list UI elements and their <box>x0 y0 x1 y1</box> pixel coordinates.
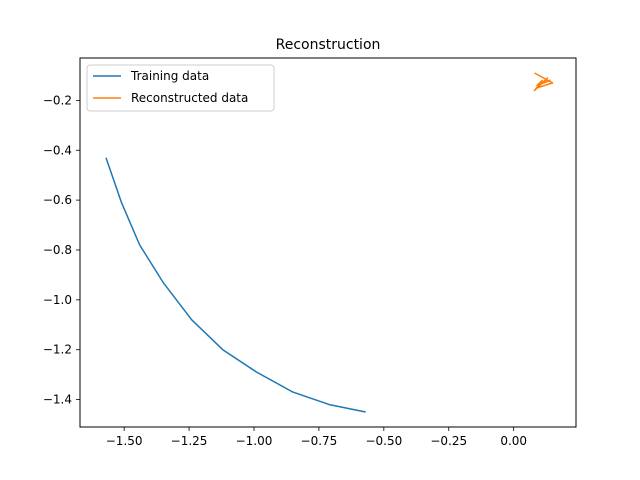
legend-label-training: Training data <box>130 69 209 83</box>
plot-area <box>105 72 554 413</box>
series-line-training <box>105 157 366 413</box>
x-axis: −1.50 −1.25 −1.00 −0.75 −0.50 −0.25 0.00 <box>106 427 527 448</box>
y-axis: −0.2 −0.4 −0.6 −0.8 −1.0 −1.2 −1.4 <box>43 93 80 407</box>
x-tick-label: −1.00 <box>236 434 273 448</box>
x-tick-label: −0.25 <box>430 434 467 448</box>
chart-title: Reconstruction <box>276 37 381 53</box>
y-tick-label: −1.0 <box>43 293 72 307</box>
y-tick-label: −1.4 <box>43 393 72 407</box>
axes-frame <box>79 57 577 428</box>
legend: Training data Reconstructed data <box>86 64 275 112</box>
x-tick-label: −0.75 <box>301 434 338 448</box>
x-tick-label: 0.00 <box>500 434 527 448</box>
y-tick-label: −1.2 <box>43 343 72 357</box>
x-tick-label: −0.50 <box>365 434 402 448</box>
y-tick-label: −0.2 <box>43 93 72 107</box>
y-tick-label: −0.4 <box>43 143 72 157</box>
legend-label-reconstructed: Reconstructed data <box>131 91 248 105</box>
y-tick-label: −0.6 <box>43 193 72 207</box>
x-tick-label: −1.25 <box>171 434 208 448</box>
series-line-reconstructed <box>533 72 554 92</box>
x-tick-label: −1.50 <box>106 434 143 448</box>
y-tick-label: −0.8 <box>43 243 72 257</box>
legend-box <box>86 64 275 112</box>
